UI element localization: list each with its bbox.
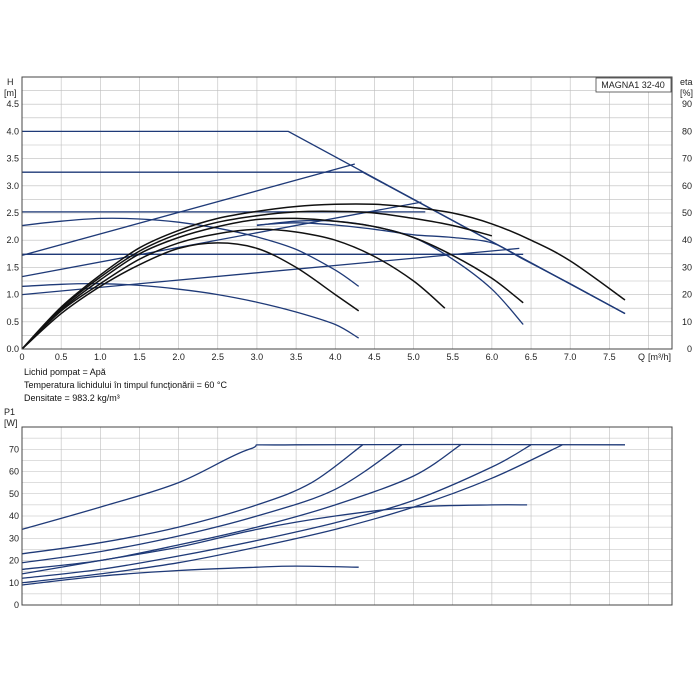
head-tick-label: 1.0 — [6, 290, 19, 300]
power-tick-label: 20 — [9, 556, 19, 566]
head-axis-label: H — [7, 77, 14, 87]
head-series-line — [21, 247, 520, 296]
power-tick-label: 0 — [14, 600, 19, 610]
power-series-line — [21, 444, 403, 564]
flow-tick-label: 6.5 — [525, 352, 538, 362]
flow-tick-label: 4.5 — [368, 352, 381, 362]
flow-tick-label: 0.5 — [55, 352, 68, 362]
head-tick-label: 4.0 — [6, 126, 19, 136]
head-tick-label: 0.0 — [6, 344, 19, 354]
flow-tick-label: 3.5 — [290, 352, 303, 362]
eta-tick-label: 40 — [682, 235, 692, 245]
flow-tick-label: 1.5 — [133, 352, 146, 362]
annotation-density: Densitate = 983.2 kg/m³ — [24, 393, 120, 403]
flow-tick-label: 0 — [19, 352, 24, 362]
annotation-liquid: Lichid pompat = Apă — [24, 367, 106, 377]
power-series-line — [21, 443, 626, 531]
flow-tick-label: 7.5 — [603, 352, 616, 362]
annotation-temperature: Temperatura lichidului în timpul funcţio… — [24, 380, 227, 390]
head-tick-label: 2.5 — [6, 208, 19, 218]
flow-tick-label: 6.0 — [486, 352, 499, 362]
head-series-group — [21, 130, 626, 350]
flow-axis-unit: [m³/h] — [648, 352, 671, 362]
head-series-line — [21, 282, 360, 339]
eta-tick-label: 90 — [682, 99, 692, 109]
eta-tick-label: 30 — [682, 262, 692, 272]
head-tick-label: 4.5 — [6, 99, 19, 109]
head-series-line — [256, 222, 626, 315]
eta-tick-label: 70 — [682, 154, 692, 164]
power-series-line — [21, 444, 364, 555]
flow-tick-labels: 0 0.5 1.0 1.5 2.0 2.5 3.0 3.5 4.0 4.5 5.0 5.5 6.0 6.5… — [19, 352, 615, 362]
head-tick-label: 3.5 — [6, 154, 19, 164]
power-grid — [21, 426, 672, 606]
head-series-line — [21, 217, 360, 287]
power-tick-label: 70 — [9, 444, 19, 454]
head-series-line — [22, 171, 626, 315]
head-tick-label: 2.0 — [6, 235, 19, 245]
flow-tick-label: 5.5 — [446, 352, 459, 362]
head-tick-label: 3.0 — [6, 181, 19, 191]
eta-tick-labels: 0 10 20 30 40 50 60 70 80 90 — [682, 99, 692, 354]
model-title: MAGNA1 32-40 — [601, 80, 665, 90]
head-series-line — [21, 210, 493, 350]
flow-tick-label: 3.0 — [251, 352, 264, 362]
eta-tick-label: 20 — [682, 290, 692, 300]
head-series-line — [21, 163, 355, 257]
power-axis-unit: [W] — [4, 418, 18, 428]
flow-tick-label: 2.0 — [172, 352, 185, 362]
flow-tick-label: 4.0 — [329, 352, 342, 362]
head-series-line — [21, 201, 422, 278]
power-axis-label: P1 — [4, 407, 15, 417]
flow-tick-label: 2.5 — [212, 352, 225, 362]
head-tick-label: 1.5 — [6, 262, 19, 272]
flow-tick-label: 5.0 — [407, 352, 420, 362]
eta-axis-unit: [%] — [680, 88, 693, 98]
head-series-line — [21, 242, 360, 350]
head-series-line — [21, 228, 446, 350]
model-box — [595, 77, 672, 93]
head-tick-label: 0.5 — [6, 317, 19, 327]
power-tick-label: 40 — [9, 511, 19, 521]
flow-tick-label: 7.0 — [564, 352, 577, 362]
power-series-line — [21, 504, 528, 575]
power-series-group — [21, 443, 626, 586]
power-series-line — [21, 565, 359, 586]
power-series-line — [21, 444, 532, 579]
eta-tick-label: 10 — [682, 317, 692, 327]
power-tick-label: 60 — [9, 467, 19, 477]
head-plot-frame — [21, 76, 673, 350]
eta-tick-label: 60 — [682, 181, 692, 191]
power-series-line — [21, 444, 563, 584]
power-tick-labels: 0 10 20 30 40 50 60 70 — [9, 444, 19, 610]
head-series-line — [21, 203, 626, 350]
eta-tick-label: 0 — [687, 344, 692, 354]
power-tick-label: 10 — [9, 578, 19, 588]
eta-axis-label: eta — [680, 77, 693, 87]
head-series-line — [21, 217, 524, 350]
head-axis-unit: [m] — [4, 88, 17, 98]
power-tick-label: 50 — [9, 489, 19, 499]
head-tick-labels: 0.0 0.5 1.0 1.5 2.0 2.5 3.0 3.5 4.0 4.5 — [6, 99, 19, 354]
eta-tick-label: 50 — [682, 208, 692, 218]
power-plot-frame — [21, 426, 673, 606]
head-grid — [21, 76, 672, 350]
eta-tick-label: 80 — [682, 126, 692, 136]
flow-axis-label: Q — [638, 352, 645, 362]
power-tick-label: 30 — [9, 533, 19, 543]
flow-tick-label: 1.0 — [94, 352, 107, 362]
